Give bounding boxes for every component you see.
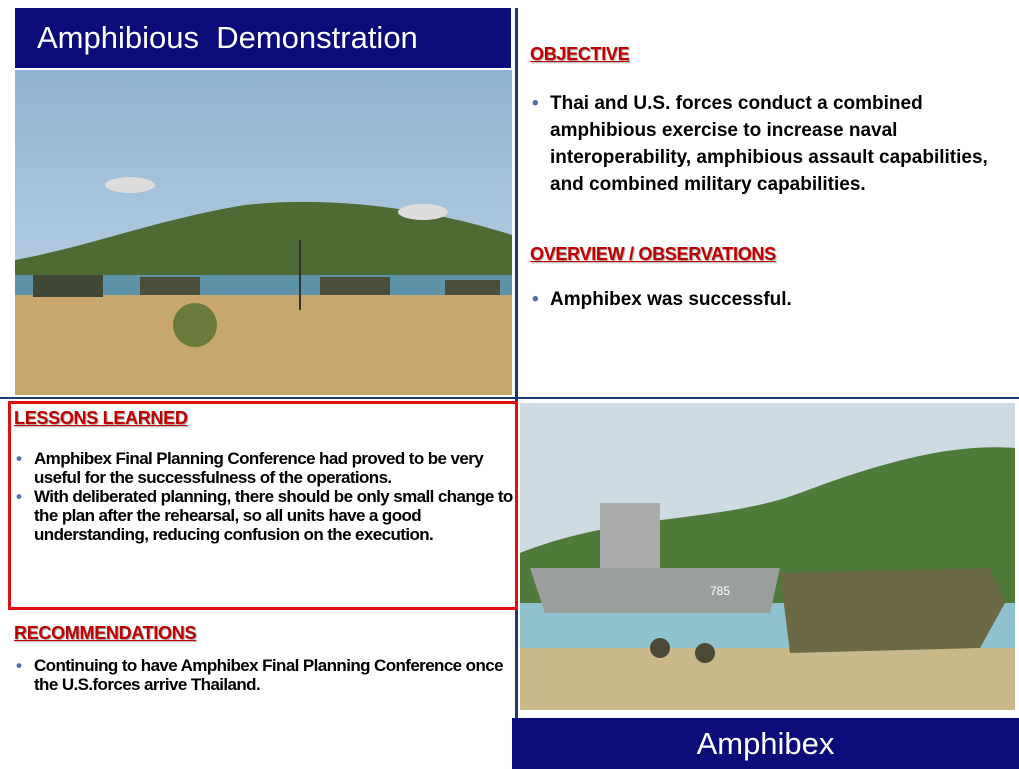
footer-title: Amphibex [697, 726, 835, 762]
lessons-list: Amphibex Final Planning Conference had p… [14, 449, 514, 544]
title-bar: Amphibious Demonstration [15, 8, 511, 68]
recommendations-bullet: Continuing to have Amphibex Final Planni… [14, 656, 504, 694]
overview-heading: OVERVIEW / OBSERVATIONS [530, 244, 776, 265]
hull-number: 785 [710, 584, 730, 598]
overview-list: Amphibex was successful. [530, 286, 1010, 313]
objective-heading: OBJECTIVE [530, 44, 629, 65]
objective-list: Thai and U.S. forces conduct a combined … [530, 90, 1010, 198]
photo-top [15, 70, 512, 395]
lessons-heading: LESSONS LEARNED [14, 408, 188, 429]
recommendations-list: Continuing to have Amphibex Final Planni… [14, 656, 504, 694]
overview-bullet: Amphibex was successful. [530, 286, 1010, 313]
objective-bullet: Thai and U.S. forces conduct a combined … [530, 90, 1010, 198]
recommendations-heading: RECOMMENDATIONS [14, 623, 196, 644]
slide: Amphibious Demonstration OBJECTIVE Thai … [0, 0, 1019, 769]
title: Amphibious Demonstration [37, 20, 418, 56]
lessons-bullet: Amphibex Final Planning Conference had p… [14, 449, 514, 487]
footer-bar: Amphibex [512, 718, 1019, 769]
lessons-bullet: With deliberated planning, there should … [14, 487, 514, 544]
photo-bottom: 785 [520, 403, 1015, 710]
